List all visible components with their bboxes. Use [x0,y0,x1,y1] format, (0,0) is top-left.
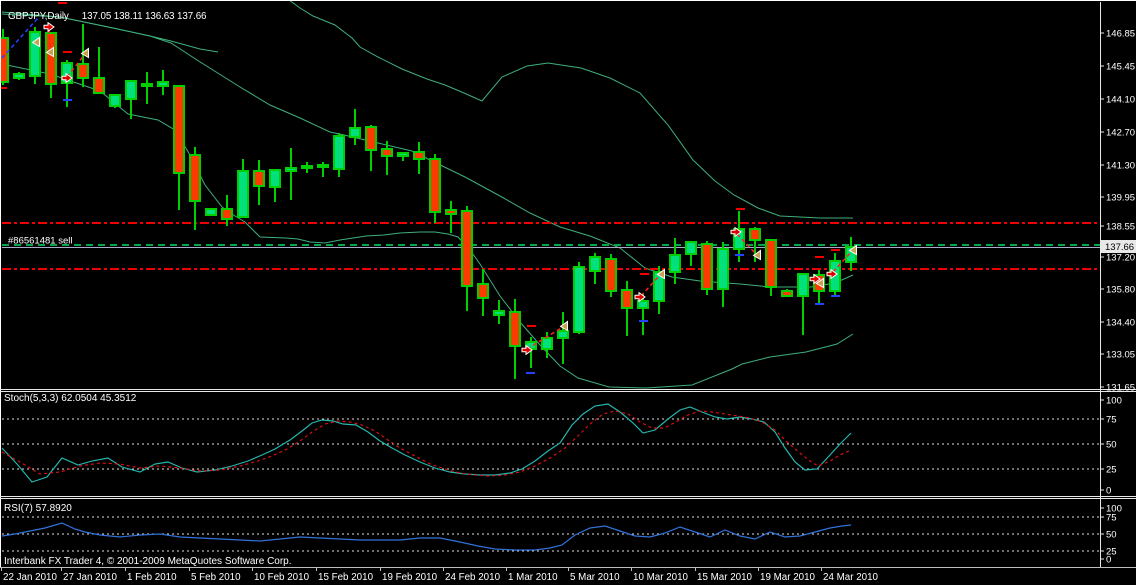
svg-text:144.10: 144.10 [1106,95,1135,106]
svg-text:139.95: 139.95 [1106,193,1135,204]
svg-text:22 Jan 2010: 22 Jan 2010 [3,572,57,583]
svg-text:133.05: 133.05 [1106,350,1135,361]
svg-text:10 Feb 2010: 10 Feb 2010 [254,572,310,583]
svg-text:142.70: 142.70 [1106,128,1135,139]
svg-text:135.80: 135.80 [1106,285,1135,296]
svg-text:25: 25 [1106,465,1117,476]
svg-text:100: 100 [1106,396,1122,407]
svg-text:137.20: 137.20 [1106,253,1135,264]
svg-text:50: 50 [1106,440,1117,451]
svg-text:146.85: 146.85 [1106,29,1135,40]
svg-text:5 Mar 2010: 5 Mar 2010 [570,572,620,583]
svg-text:24 Feb 2010: 24 Feb 2010 [445,572,501,583]
svg-text:15 Feb 2010: 15 Feb 2010 [318,572,374,583]
svg-text:5 Feb 2010: 5 Feb 2010 [191,572,241,583]
svg-text:25: 25 [1106,547,1117,558]
svg-text:138.55: 138.55 [1106,222,1135,233]
svg-text:19 Mar 2010: 19 Mar 2010 [760,572,816,583]
svg-text:24 Mar 2010: 24 Mar 2010 [823,572,879,583]
svg-text:75: 75 [1106,513,1117,524]
svg-text:Interbank FX Trader 4, © 2001-: Interbank FX Trader 4, © 2001-2009 MetaQ… [4,556,292,567]
svg-text:0: 0 [1106,486,1111,497]
svg-text:15 Mar 2010: 15 Mar 2010 [697,572,753,583]
svg-text:GBPJPY,Daily 137.05 138.11: GBPJPY,Daily 137.05 138.11 136.63 137.66 [8,11,207,22]
svg-text:137.66: 137.66 [1105,242,1134,253]
svg-text:Stoch(5,3,3) 62.0504 45.3512: Stoch(5,3,3) 62.0504 45.3512 [4,393,137,404]
svg-text:75: 75 [1106,415,1117,426]
svg-text:0: 0 [1106,555,1111,566]
svg-text:1 Feb 2010: 1 Feb 2010 [127,572,177,583]
svg-text:RSI(7) 57.8920: RSI(7) 57.8920 [4,503,72,514]
svg-text:131.65: 131.65 [1106,383,1135,394]
svg-text:#86561481 sell: #86561481 sell [8,236,72,247]
svg-text:19 Feb 2010: 19 Feb 2010 [382,572,438,583]
svg-text:141.30: 141.30 [1106,161,1135,172]
svg-text:1 Mar 2010: 1 Mar 2010 [508,572,558,583]
svg-text:27 Jan 2010: 27 Jan 2010 [63,572,117,583]
svg-text:134.40: 134.40 [1106,318,1135,329]
svg-text:10 Mar 2010: 10 Mar 2010 [633,572,689,583]
svg-text:50: 50 [1106,530,1117,541]
svg-text:100: 100 [1106,504,1122,515]
svg-text:145.45: 145.45 [1106,62,1135,73]
